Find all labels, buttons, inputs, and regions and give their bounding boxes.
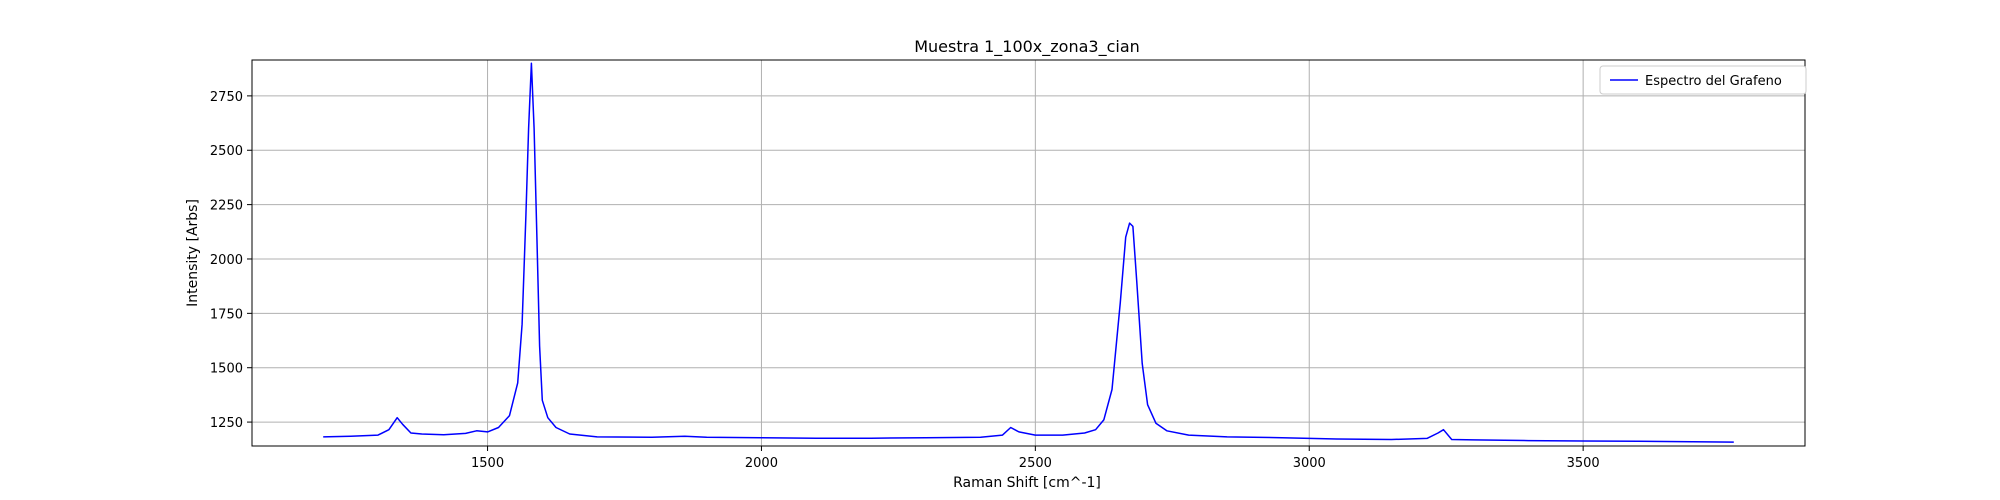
y-tick-label: 2500	[210, 144, 243, 159]
series-line-0	[323, 62, 1734, 443]
x-tick-label: 3500	[1567, 456, 1600, 471]
x-axis-label: Raman Shift [cm^-1]	[953, 475, 1101, 491]
legend-label: Espectro del Grafeno	[1645, 74, 1782, 89]
x-tick-label: 2500	[1019, 456, 1052, 471]
y-tick-label: 1250	[210, 416, 243, 431]
chart-title: Muestra 1_100x_zona3_cian	[914, 37, 1140, 57]
x-axis-ticks: 1500 2000 2500 3000 3500	[471, 446, 1600, 471]
y-tick-label: 2000	[210, 253, 243, 268]
x-tick-label: 2000	[745, 456, 778, 471]
y-tick-label: 1500	[210, 362, 243, 377]
axes-frame	[251, 59, 1806, 447]
x-tick-label: 3000	[1293, 456, 1326, 471]
y-tick-label: 2250	[210, 199, 243, 214]
series-layer	[323, 62, 1734, 443]
grid-lines	[252, 60, 1805, 446]
x-tick-label: 1500	[471, 456, 504, 471]
y-tick-label: 2750	[210, 90, 243, 105]
y-axis-ticks: 1250 1500 1750 2000 2250 2500 2750	[210, 90, 252, 431]
y-tick-label: 1750	[210, 307, 243, 322]
legend-box	[1599, 65, 1807, 95]
y-axis-label: Intensity [Arbs]	[185, 199, 201, 307]
legend: Espectro del Grafeno	[1599, 65, 1807, 95]
